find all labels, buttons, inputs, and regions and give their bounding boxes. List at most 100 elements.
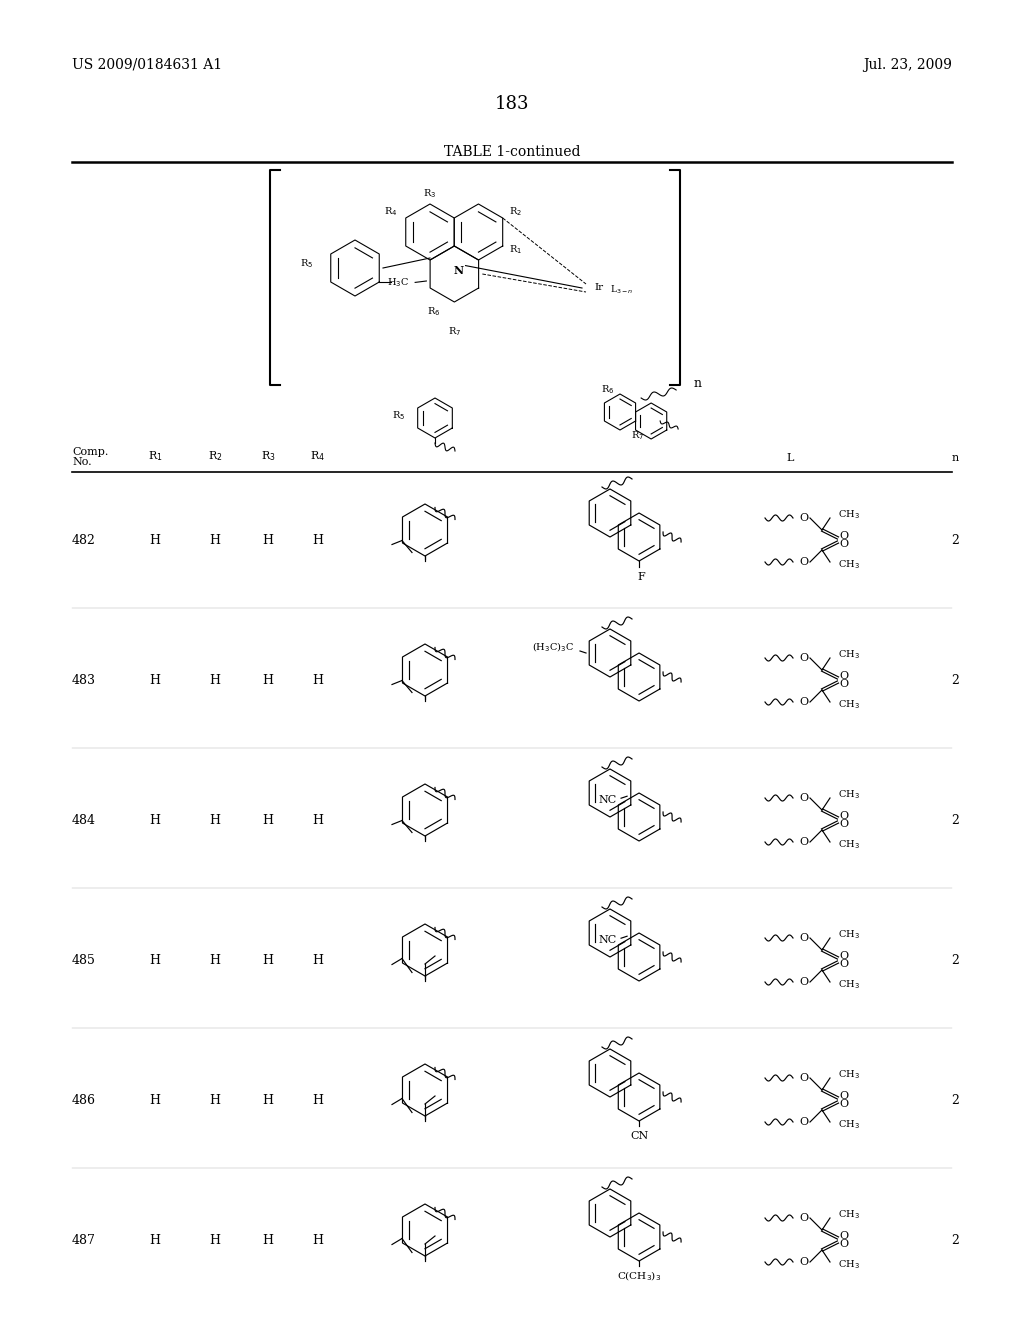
Text: R$_1$: R$_1$ [509, 244, 522, 256]
Text: O: O [800, 977, 809, 987]
Text: L: L [786, 453, 794, 463]
Text: n: n [694, 378, 702, 389]
Text: R$_4$: R$_4$ [384, 206, 397, 218]
Text: O: O [800, 837, 809, 847]
Text: R$_7$: R$_7$ [447, 326, 461, 338]
Text: O: O [840, 1100, 849, 1109]
Text: O: O [840, 539, 849, 549]
Text: 2: 2 [951, 673, 958, 686]
Text: CH$_3$: CH$_3$ [838, 698, 860, 711]
Text: O: O [800, 557, 809, 568]
Text: H: H [312, 1093, 324, 1106]
Text: CH$_3$: CH$_3$ [838, 558, 860, 572]
Text: H: H [262, 813, 273, 826]
Text: O: O [840, 531, 849, 541]
Text: O: O [840, 1092, 849, 1101]
Text: R$_6$: R$_6$ [427, 306, 440, 318]
Text: H$_3$C: H$_3$C [387, 276, 410, 289]
Text: 482: 482 [72, 533, 96, 546]
Text: O: O [800, 697, 809, 708]
Text: CH$_3$: CH$_3$ [838, 1069, 860, 1081]
Text: H: H [150, 1093, 161, 1106]
Text: O: O [800, 793, 809, 803]
Text: O: O [840, 960, 849, 969]
Text: H: H [150, 813, 161, 826]
Text: CN: CN [630, 1131, 648, 1140]
Text: 485: 485 [72, 953, 96, 966]
Text: 2: 2 [951, 813, 958, 826]
Text: O: O [800, 1073, 809, 1082]
Text: O: O [840, 1232, 849, 1241]
Text: H: H [262, 673, 273, 686]
Text: 484: 484 [72, 813, 96, 826]
Text: R$_6$: R$_6$ [601, 384, 614, 396]
Text: H: H [150, 953, 161, 966]
Text: H: H [312, 673, 324, 686]
Text: H: H [262, 533, 273, 546]
Text: H: H [150, 673, 161, 686]
Text: CH$_3$: CH$_3$ [838, 928, 860, 941]
Text: O: O [800, 653, 809, 663]
Text: O: O [840, 950, 849, 961]
Text: O: O [800, 513, 809, 523]
Text: R$_5$: R$_5$ [300, 257, 313, 271]
Text: O: O [840, 810, 849, 821]
Text: O: O [800, 1213, 809, 1224]
Text: H: H [210, 533, 220, 546]
Text: H: H [312, 1233, 324, 1246]
Text: R$_7$: R$_7$ [632, 429, 644, 442]
Text: CH$_3$: CH$_3$ [838, 978, 860, 991]
Text: 2: 2 [951, 533, 958, 546]
Text: NC: NC [599, 935, 617, 945]
Text: 183: 183 [495, 95, 529, 114]
Text: H: H [262, 1093, 273, 1106]
Text: O: O [840, 671, 849, 681]
Text: O: O [800, 1257, 809, 1267]
Text: n: n [951, 453, 958, 463]
Text: R$_2$: R$_2$ [509, 206, 522, 218]
Text: R$_1$: R$_1$ [147, 449, 163, 463]
Text: CH$_3$: CH$_3$ [838, 1258, 860, 1271]
Text: H: H [210, 1233, 220, 1246]
Text: O: O [840, 1239, 849, 1249]
Text: 486: 486 [72, 1093, 96, 1106]
Text: Jul. 23, 2009: Jul. 23, 2009 [863, 58, 952, 73]
Text: No.: No. [72, 457, 91, 467]
Text: H: H [150, 533, 161, 546]
Text: CH$_3$: CH$_3$ [838, 788, 860, 801]
Text: O: O [800, 1117, 809, 1127]
Text: O: O [840, 678, 849, 689]
Text: 2: 2 [951, 953, 958, 966]
Text: H: H [150, 1233, 161, 1246]
Text: TABLE 1-continued: TABLE 1-continued [443, 145, 581, 158]
Text: N: N [454, 265, 464, 276]
Text: H: H [210, 953, 220, 966]
Text: 487: 487 [72, 1233, 96, 1246]
Text: R$_2$: R$_2$ [208, 449, 222, 463]
Text: F: F [637, 572, 645, 582]
Text: CH$_3$: CH$_3$ [838, 648, 860, 661]
Text: R$_5$: R$_5$ [392, 409, 406, 422]
Text: R$_3$: R$_3$ [261, 449, 275, 463]
Text: H: H [312, 813, 324, 826]
Text: H: H [312, 533, 324, 546]
Text: H: H [262, 953, 273, 966]
Text: 2: 2 [951, 1093, 958, 1106]
Text: H: H [262, 1233, 273, 1246]
Text: O: O [800, 933, 809, 942]
Text: NC: NC [599, 795, 617, 805]
Text: US 2009/0184631 A1: US 2009/0184631 A1 [72, 58, 222, 73]
Text: 483: 483 [72, 673, 96, 686]
Text: H: H [210, 813, 220, 826]
Text: (H$_3$C)$_3$C: (H$_3$C)$_3$C [532, 640, 574, 653]
Text: R$_3$: R$_3$ [423, 187, 436, 201]
Text: CH$_3$: CH$_3$ [838, 508, 860, 521]
Text: CH$_3$: CH$_3$ [838, 1118, 860, 1131]
Text: 2: 2 [951, 1233, 958, 1246]
Text: C(CH$_3$)$_3$: C(CH$_3$)$_3$ [616, 1270, 662, 1283]
Text: Comp.: Comp. [72, 447, 109, 457]
Text: H: H [210, 673, 220, 686]
Text: O: O [840, 818, 849, 829]
Text: L$_{3-n}$: L$_{3-n}$ [610, 284, 634, 296]
Text: CH$_3$: CH$_3$ [838, 1209, 860, 1221]
